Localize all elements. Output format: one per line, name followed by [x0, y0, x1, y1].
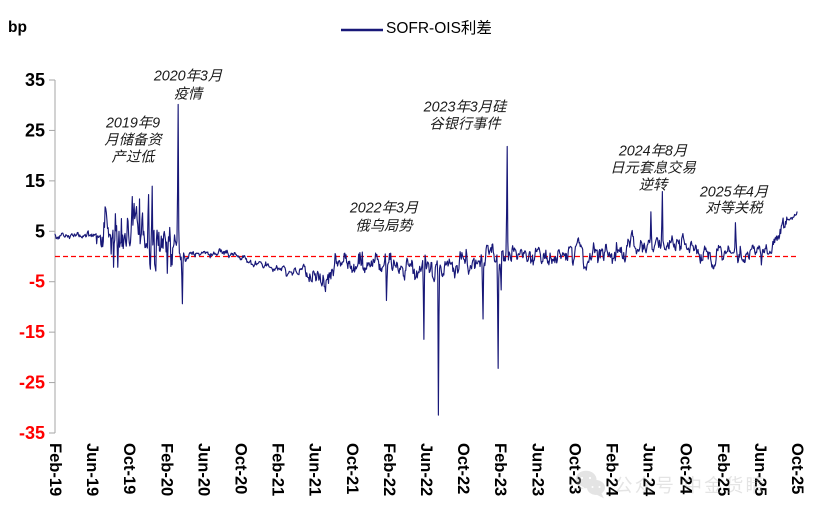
svg-text:Jun-20: Jun-20	[194, 443, 212, 496]
svg-text:2022年3月: 2022年3月	[349, 200, 419, 217]
svg-text:Feb-19: Feb-19	[46, 443, 64, 496]
svg-text:2020年3月: 2020年3月	[153, 68, 223, 85]
svg-text:Feb-23: Feb-23	[491, 443, 509, 496]
svg-text:2025年4月: 2025年4月	[699, 184, 769, 201]
svg-text:35: 35	[25, 70, 45, 90]
svg-text:-15: -15	[19, 322, 45, 342]
svg-text:-5: -5	[29, 272, 45, 292]
svg-text:俄乌局势: 俄乌局势	[355, 218, 414, 235]
svg-text:5: 5	[35, 221, 45, 241]
svg-text:Feb-22: Feb-22	[380, 443, 398, 496]
svg-text:对等关税: 对等关税	[705, 200, 764, 217]
svg-text:Oct-21: Oct-21	[343, 443, 361, 494]
svg-text:公众号 中金货睛: 公众号 中金货睛	[614, 475, 766, 496]
svg-text:Jun-22: Jun-22	[417, 443, 435, 496]
svg-text:15: 15	[25, 171, 45, 191]
svg-text:Oct-20: Oct-20	[232, 443, 250, 494]
svg-text:Oct-22: Oct-22	[454, 443, 472, 494]
svg-text:逆转: 逆转	[639, 177, 669, 194]
svg-text:Oct-19: Oct-19	[120, 443, 138, 494]
svg-text:Feb-20: Feb-20	[157, 443, 175, 496]
svg-text:Jun-19: Jun-19	[83, 443, 101, 496]
svg-text:日元套息交易: 日元套息交易	[610, 160, 696, 177]
svg-text:bp: bp	[8, 19, 27, 36]
svg-text:SOFR-OIS利差: SOFR-OIS利差	[386, 19, 492, 37]
svg-text:疫情: 疫情	[174, 86, 204, 103]
svg-text:产过低: 产过低	[112, 149, 157, 166]
svg-text:Oct-25: Oct-25	[788, 443, 806, 494]
svg-text:-35: -35	[19, 423, 45, 443]
svg-text:Jun-21: Jun-21	[306, 443, 324, 496]
svg-text:25: 25	[25, 120, 45, 140]
svg-text:2019年9: 2019年9	[105, 115, 160, 132]
svg-text:-25: -25	[19, 373, 45, 393]
svg-text:Jun-23: Jun-23	[528, 443, 546, 496]
svg-text:Oct-23: Oct-23	[565, 443, 583, 494]
svg-text:Feb-21: Feb-21	[269, 443, 287, 496]
svg-text:2023年3月硅: 2023年3月硅	[423, 99, 508, 116]
svg-text:谷银行事件: 谷银行事件	[429, 116, 502, 133]
svg-text:月储备资: 月储备资	[104, 132, 163, 149]
svg-text:2024年8月: 2024年8月	[618, 143, 688, 160]
